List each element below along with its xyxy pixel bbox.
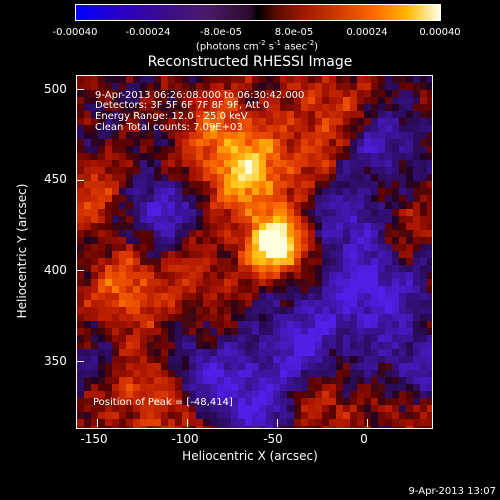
colorbar-units: (photons cm-2 s-1 asec-2) [195, 39, 319, 53]
rhessi-image: 9-Apr-2013 06:26:08.000 to 06:30:42.000 … [76, 75, 433, 429]
colorbar-label: 0.00024 [346, 27, 388, 38]
x-tick-label: 0 [360, 432, 368, 446]
x-axis-label: Heliocentric X (arcsec) [182, 449, 318, 463]
image-heatmap [77, 76, 432, 428]
x-tick [187, 419, 188, 427]
timestamp: 9-Apr-2013 13:07 [408, 486, 496, 497]
y-tick [76, 89, 84, 90]
y-tick-label: 400 [44, 263, 67, 277]
y-tick-label: 500 [44, 82, 67, 96]
x-tick [97, 419, 98, 427]
y-tick [76, 270, 84, 271]
x-tick [367, 419, 368, 427]
y-tick-label: 450 [44, 172, 67, 186]
y-tick-label: 350 [44, 354, 67, 368]
colorbar-label: 0.00040 [419, 27, 461, 38]
colorbar-label: -0.00024 [125, 27, 171, 38]
y-tick [76, 361, 84, 362]
colorbar-label: -8.0e-05 [200, 27, 242, 38]
x-tick-label: -150 [80, 432, 108, 446]
y-tick [76, 180, 84, 181]
colorbar [75, 4, 441, 21]
time-range-annotation: 9-Apr-2013 06:26:08.000 to 06:30:42.000 [95, 90, 305, 101]
colorbar-label: -0.00040 [52, 27, 98, 38]
plot-title: Reconstructed RHESSI Image [147, 54, 353, 70]
energy-annotation: Energy Range: 12.0 - 25.0 keV [95, 111, 248, 122]
x-tick-label: -50 [263, 432, 283, 446]
detectors-annotation: Detectors: 3F 5F 6F 7F 8F 9F, Att 0 [95, 100, 270, 111]
x-tick-label: -100 [171, 432, 199, 446]
x-tick [277, 419, 278, 427]
peak-annotation: Position of Peak = [-48,414] [93, 397, 233, 408]
colorbar-label: 8.0e-05 [274, 27, 314, 38]
clean-annotation: Clean Total counts: 7.09E+03 [95, 122, 243, 133]
y-axis-label: Heliocentric Y (arcsec) [15, 183, 29, 319]
